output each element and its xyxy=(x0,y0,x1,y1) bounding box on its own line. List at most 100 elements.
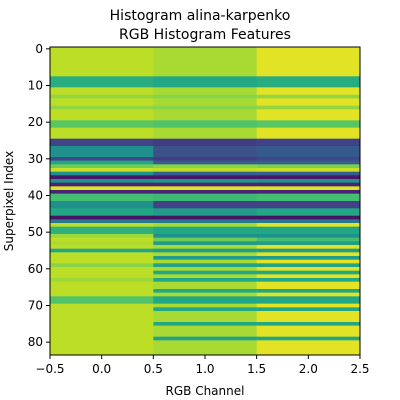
heatmap-cell xyxy=(153,47,257,51)
heatmap-cell xyxy=(50,208,154,213)
heatmap-cell xyxy=(153,116,257,121)
heatmap-cell xyxy=(256,329,361,334)
heatmap-cell xyxy=(153,325,257,330)
heatmap-cell xyxy=(50,190,154,194)
heatmap-cell xyxy=(50,204,154,209)
heatmap-cell xyxy=(256,270,361,275)
heatmap-cell xyxy=(153,171,257,176)
heatmap-cell xyxy=(256,289,361,293)
heatmap-cell xyxy=(256,105,361,110)
heatmap-cell xyxy=(256,98,361,103)
heatmap-cell xyxy=(256,72,361,77)
heatmap-cell xyxy=(50,164,154,169)
heatmap-cell xyxy=(153,72,257,77)
heatmap-cell xyxy=(256,179,361,183)
heatmap-cell xyxy=(153,157,257,161)
heatmap-cell xyxy=(153,182,257,187)
heatmap-cell xyxy=(50,135,154,139)
chart-title-line-2: RGB Histogram Features xyxy=(119,27,291,43)
heatmap-cell xyxy=(153,351,257,356)
heatmap-cell xyxy=(50,69,154,73)
heatmap-cell xyxy=(256,138,361,143)
heatmap-cell xyxy=(50,329,154,334)
heatmap-cell xyxy=(50,87,154,92)
heatmap-cell xyxy=(50,347,154,352)
heatmap-cell xyxy=(153,226,257,231)
heatmap-cell xyxy=(153,160,257,165)
heatmap-cell xyxy=(50,105,154,110)
heatmap-cell xyxy=(50,171,154,176)
heatmap-cell xyxy=(50,65,154,70)
heatmap-cell xyxy=(256,175,361,180)
heatmap-cell xyxy=(153,69,257,73)
heatmap-cell xyxy=(256,76,361,81)
heatmap-cell xyxy=(153,50,257,55)
heatmap-cell xyxy=(256,274,361,279)
heatmap-cell xyxy=(50,142,154,147)
heatmap-cell xyxy=(50,285,154,290)
heatmap-cell xyxy=(50,54,154,59)
heatmap-cell xyxy=(153,340,257,345)
heatmap-cell xyxy=(256,47,361,51)
heatmap-cell xyxy=(153,113,257,117)
heatmap-cell xyxy=(153,131,257,136)
heatmap-cell xyxy=(256,91,361,95)
heatmap-cell xyxy=(256,314,361,319)
heatmap-cell xyxy=(50,340,154,345)
heatmap-cell xyxy=(50,263,154,268)
heatmap-cell xyxy=(153,197,257,202)
heatmap-cell xyxy=(153,281,257,286)
heatmap-cell xyxy=(50,300,154,304)
heatmap-cell xyxy=(50,58,154,62)
heatmap-cell xyxy=(153,212,257,216)
heatmap-cell xyxy=(256,248,361,253)
heatmap-cell xyxy=(50,259,154,264)
heatmap-cell xyxy=(256,61,361,66)
heatmap-cell xyxy=(50,94,154,99)
heatmap-cell xyxy=(153,329,257,334)
heatmap-cell xyxy=(50,344,154,348)
heatmap-cell xyxy=(50,127,154,132)
heatmap-cell xyxy=(50,212,154,216)
heatmap-cell xyxy=(50,281,154,286)
heatmap-cell xyxy=(153,237,257,242)
heatmap-cell xyxy=(50,252,154,257)
heatmap-cell xyxy=(256,127,361,132)
heatmap-cell xyxy=(256,124,361,128)
heatmap-cell xyxy=(153,54,257,59)
heatmap-cell xyxy=(153,234,257,238)
heatmap-cell xyxy=(50,322,154,326)
heatmap-cell xyxy=(50,160,154,165)
heatmap-cell xyxy=(50,234,154,238)
heatmap-cell xyxy=(50,226,154,231)
heatmap-cell xyxy=(153,208,257,213)
heatmap-cell xyxy=(256,263,361,268)
y-tick-label: 50 xyxy=(28,225,43,239)
heatmap-cell xyxy=(256,215,361,220)
heatmap-cell xyxy=(256,149,361,154)
heatmap-cell xyxy=(153,274,257,279)
y-tick-label: 20 xyxy=(28,115,43,129)
heatmap-cell xyxy=(50,248,154,253)
heatmap-cell xyxy=(256,252,361,257)
heatmap-cell xyxy=(256,65,361,70)
heatmap-cell xyxy=(256,245,361,249)
heatmap-cell xyxy=(50,179,154,183)
heatmap-cell xyxy=(50,50,154,55)
heatmap-cell xyxy=(50,278,154,282)
heatmap-cell xyxy=(50,197,154,202)
heatmap-cell xyxy=(256,113,361,117)
heatmap-cell xyxy=(153,61,257,66)
heatmap-cell xyxy=(50,256,154,260)
heatmap-cell xyxy=(256,292,361,297)
heatmap-cell xyxy=(153,230,257,235)
heatmap-cell xyxy=(50,193,154,198)
heatmap-cell xyxy=(50,219,154,224)
heatmap-cell xyxy=(256,142,361,147)
heatmap-cell xyxy=(153,347,257,352)
heatmap-cell xyxy=(50,223,154,227)
heatmap-cell xyxy=(256,201,361,205)
heatmap-cell xyxy=(153,80,257,84)
heatmap-cell xyxy=(153,135,257,139)
heatmap-cell xyxy=(256,83,361,88)
